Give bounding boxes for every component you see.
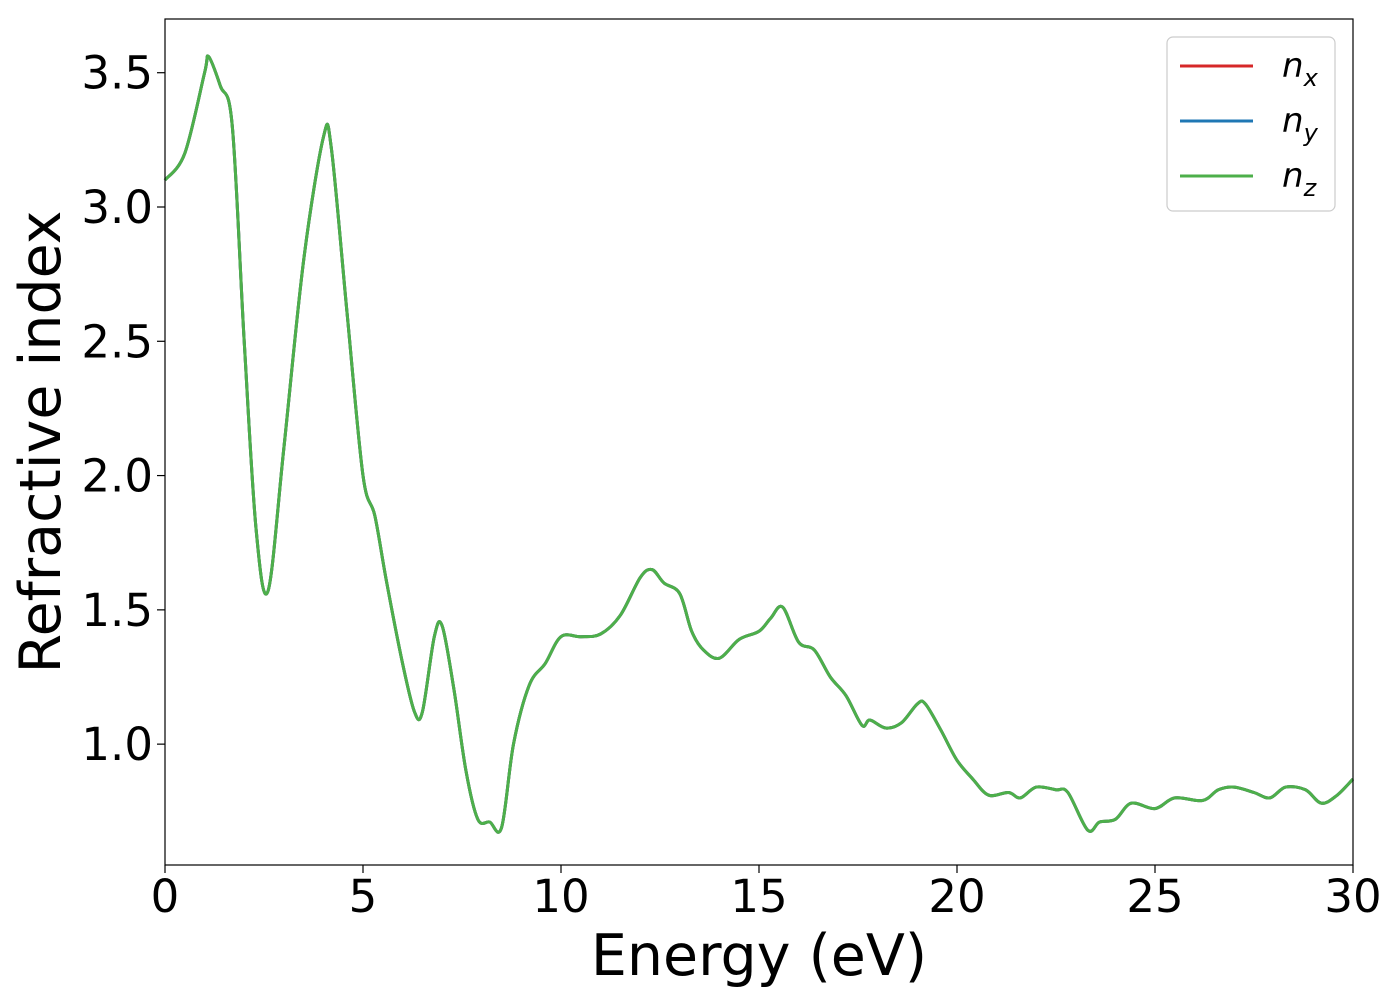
y-axis-title: Refractive index — [8, 211, 74, 674]
y-tick-label: 3.5 — [81, 47, 153, 100]
axis-ticks: 0 5 10 15 20 25 30 1.0 1.5 2.0 2.5 3.0 3.5 — [81, 47, 1381, 923]
x-axis-title: Energy (eV) — [591, 923, 927, 989]
y-tick-label: 3.0 — [81, 181, 153, 234]
y-tick-label: 2.5 — [81, 315, 153, 368]
plot-frame — [164, 18, 1354, 866]
x-tick-label: 30 — [1324, 870, 1381, 923]
series-line-nz — [163, 54, 1355, 834]
x-tick-label: 15 — [730, 870, 787, 923]
x-tick-label: 20 — [928, 870, 985, 923]
x-tick-label: 5 — [349, 870, 378, 923]
x-tick-label: 25 — [1126, 870, 1183, 923]
y-tick-label: 1.5 — [81, 584, 153, 637]
y-tick-label: 2.0 — [81, 450, 153, 503]
x-tick-label: 10 — [532, 870, 589, 923]
x-tick-label: 0 — [151, 870, 180, 923]
series-lines — [163, 54, 1355, 834]
legend-label-nx: nx — [1282, 46, 1319, 92]
legend-box — [1166, 36, 1336, 212]
y-tick-label: 1.0 — [81, 718, 153, 771]
